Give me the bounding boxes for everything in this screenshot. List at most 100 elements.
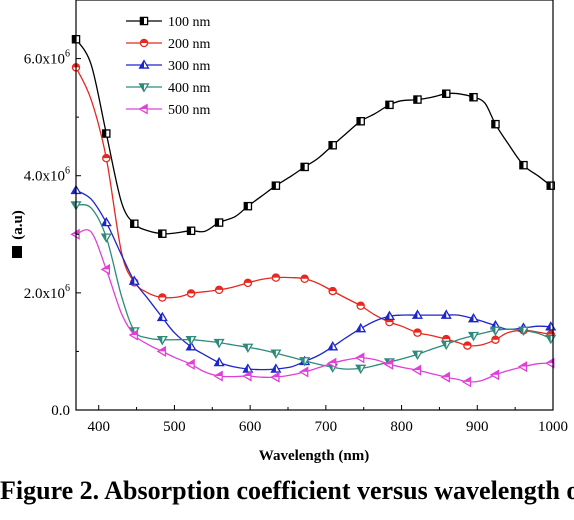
data-point [489, 326, 501, 337]
data-point [440, 340, 452, 351]
data-point [440, 371, 450, 383]
legend-label: 500 nm [168, 103, 211, 118]
data-point [270, 363, 282, 373]
data-point-fill [546, 322, 551, 330]
data-point [185, 358, 195, 370]
y-tick-label-base: 4.0x10 [24, 169, 65, 185]
data-point-fill [272, 274, 280, 278]
data-point-fill [491, 120, 496, 128]
data-point [70, 228, 80, 240]
legend-item: 200 nm [126, 37, 211, 52]
series-line-300-nm [75, 189, 551, 371]
data-point-fill [329, 287, 337, 292]
data-point-fill [413, 329, 422, 333]
data-point-fill [441, 372, 450, 378]
legend-marker [138, 103, 148, 115]
data-point [270, 349, 282, 359]
data-point-fill [157, 313, 163, 321]
data-point-fill [271, 364, 276, 373]
data-point-fill [129, 330, 138, 336]
data-point-fill [491, 336, 500, 340]
data-point-fill [328, 342, 333, 350]
data-point [156, 345, 167, 357]
legend-marker [139, 16, 149, 26]
data-point-fill [214, 371, 223, 377]
data-point [413, 328, 422, 337]
data-point-fill [356, 324, 361, 332]
data-point [130, 219, 139, 228]
data-point [214, 218, 224, 227]
data-point-fill [158, 293, 166, 298]
data-point-fill [129, 276, 135, 285]
data-point [186, 289, 196, 298]
data-point-fill [385, 359, 393, 365]
y-tick-label: 4.0x106 [24, 166, 70, 185]
data-point-fill [101, 218, 107, 226]
data-point-fill [271, 372, 279, 378]
plot-frame [75, 0, 554, 411]
data-point [300, 274, 309, 284]
data-point-fill [271, 350, 276, 358]
series-line-500-nm [75, 229, 551, 383]
data-point [467, 331, 480, 342]
data-point-fill [469, 332, 474, 341]
y-tick-label-base: 2.0x10 [24, 286, 65, 302]
data-point [158, 293, 167, 302]
data-point-fill [243, 364, 248, 373]
data-point [185, 341, 197, 351]
data-point-fill [356, 353, 364, 358]
data-point-fill [215, 286, 223, 290]
data-point-fill [130, 220, 135, 228]
data-point [271, 273, 281, 282]
data-point-fill [300, 367, 308, 372]
data-point-fill [519, 362, 527, 367]
data-point [413, 95, 422, 104]
data-point [517, 326, 530, 337]
y-tick-label-base: 0.0 [51, 403, 70, 419]
y-tick-label-base: 6.0x10 [24, 52, 65, 68]
data-point-fill [357, 117, 361, 125]
data-point-fill [463, 377, 471, 382]
data-point [243, 278, 253, 288]
legend-marker-fill [140, 39, 148, 43]
data-point [328, 141, 337, 150]
data-point [327, 341, 339, 351]
data-point-fill [157, 336, 163, 345]
data-point [385, 100, 394, 110]
data-point [411, 309, 424, 319]
data-point [242, 363, 254, 373]
data-point [100, 263, 111, 275]
data-point [356, 301, 365, 310]
legend-marker [138, 83, 150, 93]
data-point [128, 329, 139, 341]
data-point-fill [187, 289, 195, 294]
legend-marker-fill [139, 104, 148, 109]
data-point-fill [546, 358, 554, 364]
data-point-fill [328, 358, 336, 364]
absorption-chart: 400 500 600 700 800 900 10000.02.0x1064.0x1066… [10, 0, 568, 464]
data-point-fill [186, 359, 195, 365]
data-point-fill [469, 93, 474, 101]
legend: 100 nm 200 nm 300 nm 400 nm 500 nm [126, 15, 211, 118]
data-point-fill [519, 161, 524, 169]
data-point-fill [413, 310, 418, 319]
data-point-fill [385, 311, 390, 320]
data-point [102, 129, 111, 138]
data-point-fill [300, 357, 305, 366]
y-tick-label-exponent: 6 [65, 166, 70, 177]
data-point-fill [71, 201, 76, 210]
y-tick-label-exponent: 6 [65, 49, 70, 60]
data-point-fill [442, 335, 450, 340]
x-tick-label: 500 [163, 419, 186, 435]
data-point-fill [214, 358, 220, 366]
data-point [491, 119, 500, 129]
data-point-fill [328, 364, 333, 372]
data-point [185, 335, 197, 346]
data-point [355, 352, 365, 364]
legend-marker-fill [139, 83, 144, 92]
data-point [186, 226, 196, 236]
data-point-fill [357, 302, 365, 306]
data-point [461, 376, 472, 388]
data-point [242, 343, 254, 354]
data-point-fill [186, 336, 192, 345]
